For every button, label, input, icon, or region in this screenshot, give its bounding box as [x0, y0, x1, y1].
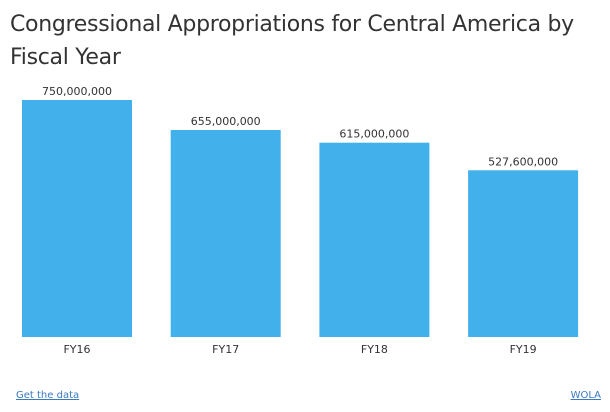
value-label-fy16: 750,000,000 — [42, 85, 112, 98]
x-tick-label-fy19: FY19 — [510, 343, 537, 356]
value-label-fy18: 615,000,000 — [339, 128, 409, 141]
chart-title: Congressional Appropriations for Central… — [10, 12, 574, 70]
bar-fy17 — [170, 130, 281, 337]
bar-fy18 — [319, 142, 430, 337]
x-tick-label-fy18: FY18 — [361, 343, 388, 356]
get-the-data-link[interactable]: Get the data — [16, 390, 80, 401]
x-tick-label-fy16: FY16 — [63, 343, 90, 356]
bar-fy16 — [22, 100, 132, 337]
value-label-fy19: 527,600,000 — [488, 155, 558, 168]
source-link[interactable]: WOLA — [570, 390, 601, 401]
bar-fy19 — [468, 170, 579, 337]
value-label-fy17: 655,000,000 — [191, 115, 261, 128]
x-axis-ticks-layer: FY16 FY17 FY18 FY19 — [63, 343, 536, 356]
x-tick-label-fy17: FY17 — [212, 343, 239, 356]
bars-layer — [22, 100, 579, 337]
value-labels-layer: 750,000,000 655,000,000 615,000,000 527,600… — [42, 85, 558, 168]
